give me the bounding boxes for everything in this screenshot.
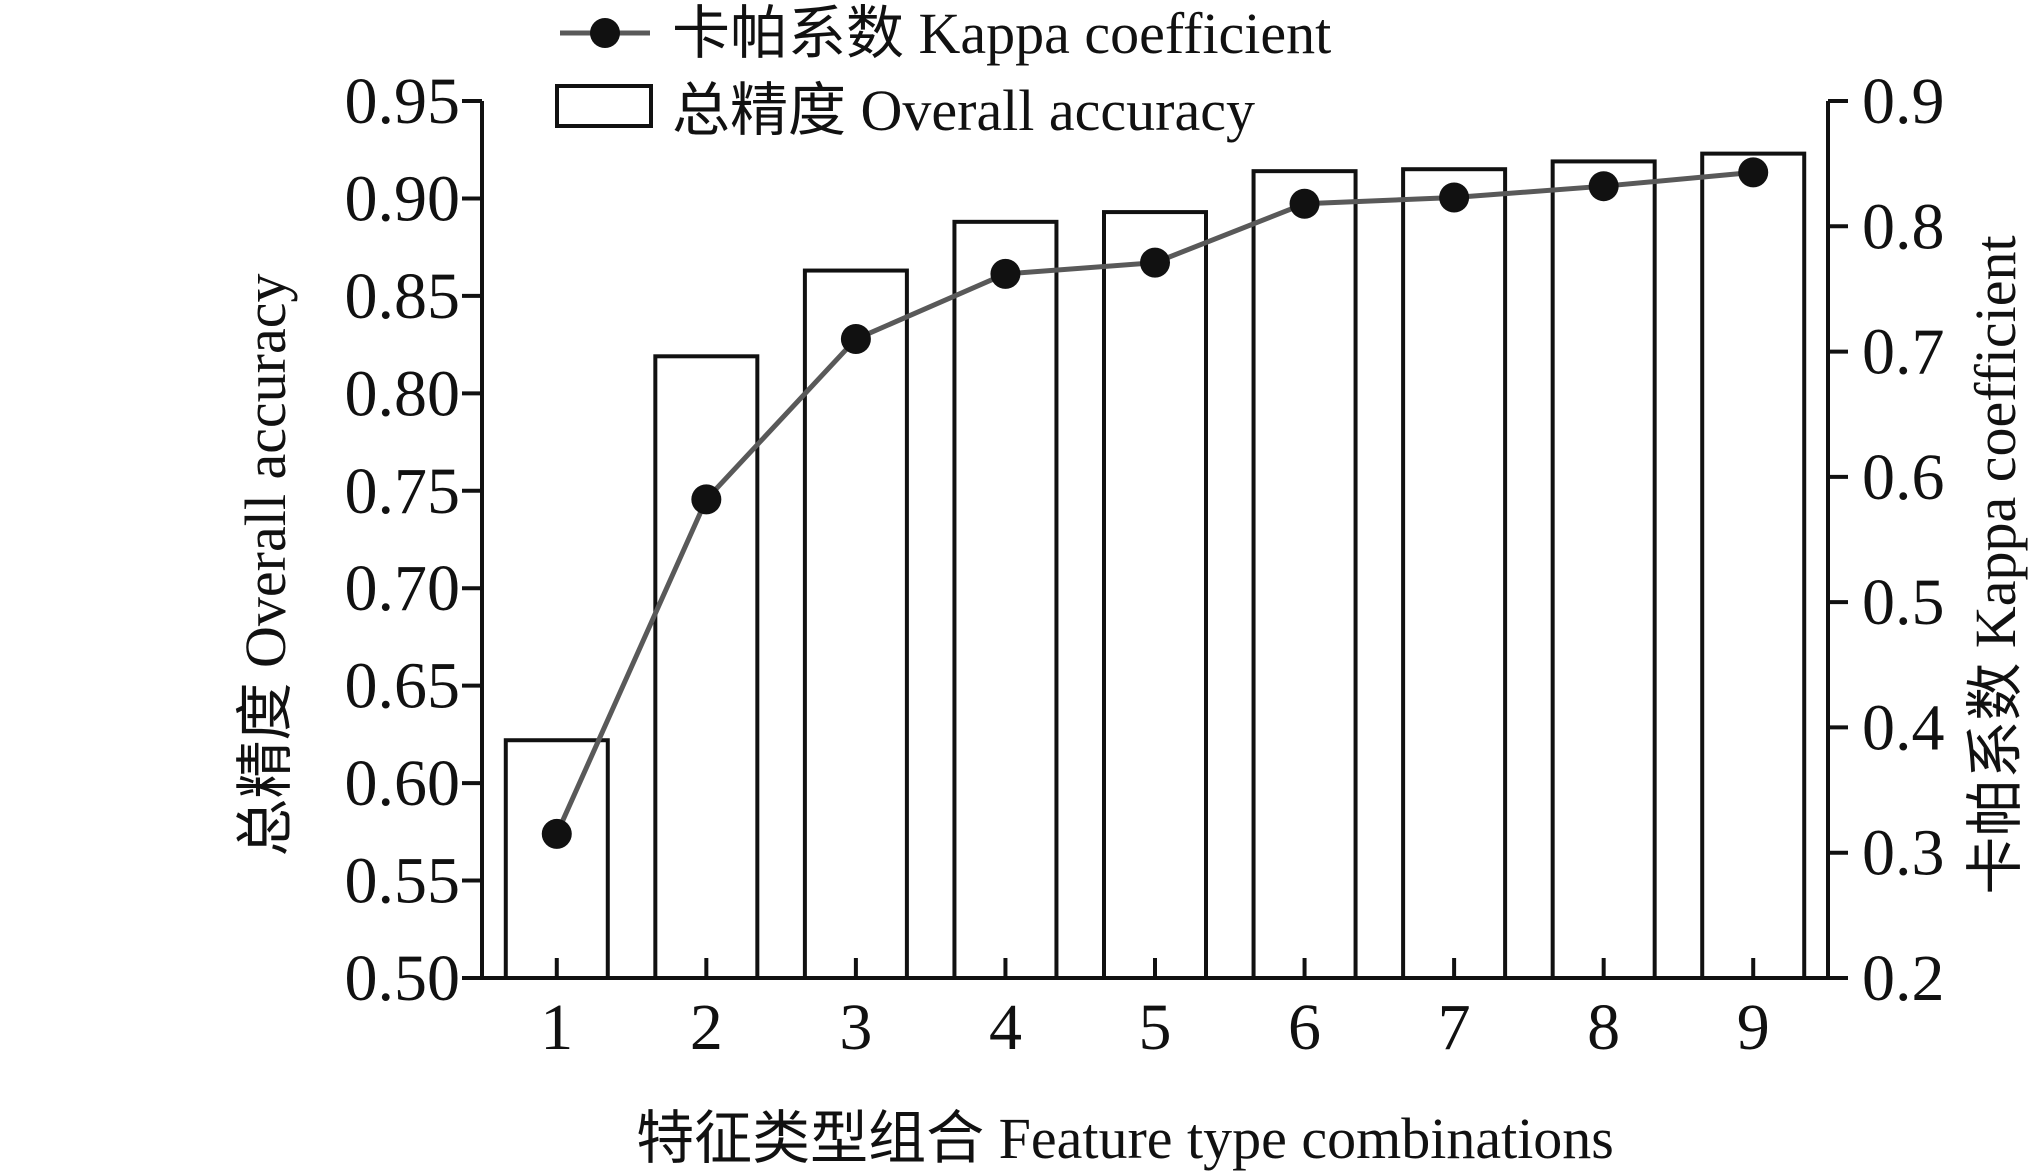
- kappa-point: [990, 258, 1021, 289]
- y-tick-label-right: 0.5: [1862, 566, 1945, 639]
- y-tick-label-left: 0.60: [345, 747, 461, 820]
- kappa-point: [1439, 182, 1470, 213]
- kappa-point: [691, 484, 722, 515]
- kappa-point: [1588, 171, 1619, 202]
- accuracy-bar: [1700, 151, 1807, 980]
- x-tick-label: 7: [1438, 991, 1471, 1064]
- accuracy-bar: [503, 738, 610, 980]
- y-tick-label-left: 0.75: [345, 455, 461, 528]
- legend-label-kappa: 卡帕系数 Kappa coefficient: [672, 1, 1331, 66]
- x-tick-label: 3: [839, 991, 872, 1064]
- kappa-point: [541, 818, 572, 849]
- y-tick-label-left: 0.55: [345, 845, 461, 918]
- x-tick-label: 4: [989, 991, 1022, 1064]
- y-tick-label-left: 0.70: [345, 552, 461, 625]
- legend-label-accuracy: 总精度 Overall accuracy: [672, 78, 1255, 143]
- y-tick-label-right: 0.3: [1862, 817, 1945, 890]
- y-tick-label-left: 0.90: [345, 162, 461, 235]
- accuracy-bar: [1251, 169, 1358, 981]
- y-tick-label-right: 0.9: [1862, 65, 1945, 138]
- kappa-point: [1738, 157, 1769, 188]
- ticks-layer: 0.500.550.600.650.700.750.800.850.900.95…: [345, 65, 1945, 1064]
- x-tick-label: 5: [1139, 991, 1172, 1064]
- y-axis-title-left: 总精度 Overall accuracy: [233, 274, 298, 857]
- x-tick-label: 2: [690, 991, 723, 1064]
- y-tick-label-right: 0.7: [1862, 316, 1945, 389]
- y-tick-label-left: 0.50: [345, 942, 461, 1015]
- y-tick-label-right: 0.2: [1862, 942, 1945, 1015]
- y-axis-title-right: 卡帕系数 Kappa coefficient: [1963, 235, 2028, 894]
- y-tick-label-left: 0.80: [345, 357, 461, 430]
- x-tick-label: 6: [1288, 991, 1321, 1064]
- accuracy-bar: [653, 354, 760, 980]
- legend-marker-swatch: [590, 18, 620, 48]
- kappa-point: [1140, 247, 1170, 278]
- kappa-point: [840, 324, 871, 355]
- x-axis-title: 特征类型组合 Feature type combinations: [636, 1106, 1614, 1171]
- y-tick-label-left: 0.85: [345, 260, 461, 333]
- accuracy-bar: [1102, 210, 1208, 980]
- bars-layer: [503, 151, 1807, 981]
- y-tick-label-left: 0.95: [345, 65, 461, 138]
- accuracy-bar: [1550, 159, 1657, 981]
- kappa-line-layer: [541, 157, 1769, 849]
- y-tick-label-right: 0.8: [1862, 190, 1945, 263]
- y-tick-label-right: 0.6: [1862, 441, 1945, 514]
- x-tick-label: 1: [540, 991, 573, 1064]
- kappa-point: [1289, 188, 1320, 219]
- y-tick-label-right: 0.4: [1862, 691, 1945, 764]
- x-tick-label: 8: [1587, 991, 1620, 1064]
- accuracy-bar: [1401, 167, 1508, 980]
- legend-bar-swatch: [555, 84, 653, 128]
- y-tick-label-left: 0.65: [345, 650, 461, 723]
- legend: 卡帕系数 Kappa coefficient 总精度 Overall accur…: [555, 1, 1331, 143]
- x-tick-label: 9: [1737, 991, 1770, 1064]
- accuracy-bar: [952, 219, 1059, 980]
